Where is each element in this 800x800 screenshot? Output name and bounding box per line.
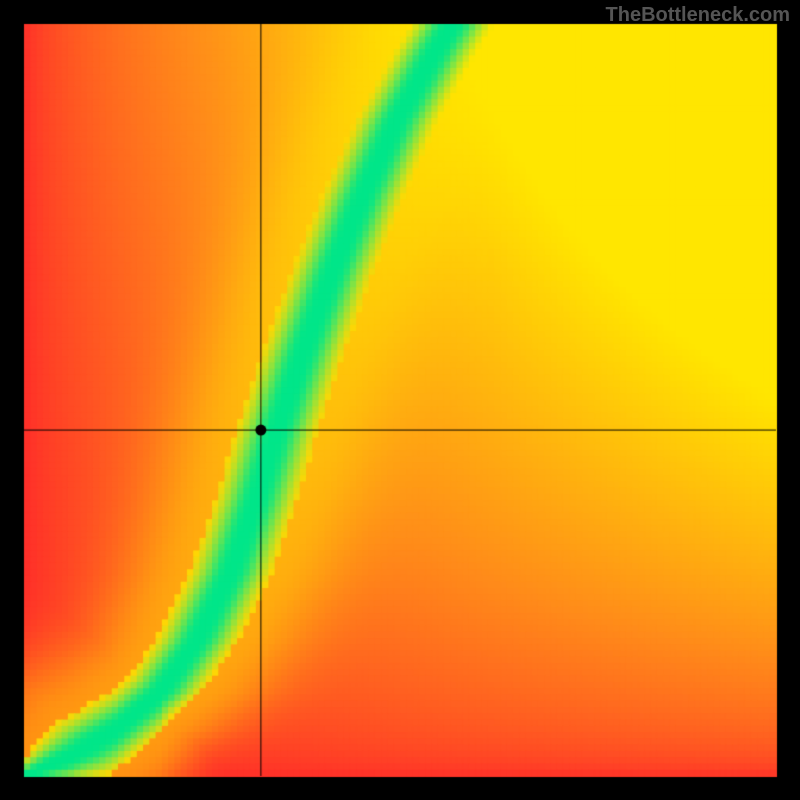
watermark-text: TheBottleneck.com [606,4,790,27]
bottleneck-heatmap-canvas [0,0,800,800]
